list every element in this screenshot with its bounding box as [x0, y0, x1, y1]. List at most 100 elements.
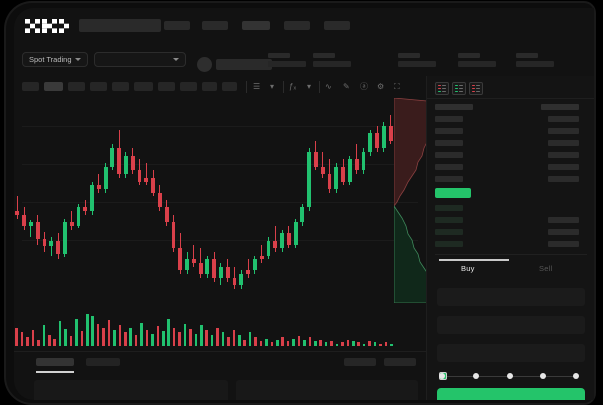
tab-open-orders[interactable] [36, 358, 74, 366]
volume-bar [303, 339, 306, 346]
volume-bar [341, 342, 344, 346]
orderbook-bid-row[interactable] [435, 217, 463, 223]
slider-stop-50[interactable] [507, 373, 513, 379]
candle-body [327, 174, 332, 189]
volume-bar [330, 341, 333, 346]
chart-type-icon[interactable]: ☰ [253, 82, 261, 91]
stat-value [458, 61, 496, 67]
slider-stop-50[interactable] [439, 373, 445, 379]
nav-item-1[interactable] [164, 21, 190, 30]
timeframe-button-9[interactable] [202, 82, 217, 91]
timeframe-button-7[interactable] [158, 82, 175, 91]
volume-bar [53, 338, 57, 346]
candle-body [171, 222, 176, 249]
stat-value [516, 61, 554, 67]
orderbook-ask-row[interactable] [435, 176, 463, 182]
candle-body [307, 151, 312, 208]
volume-bar [292, 338, 295, 346]
indicator-chevron-down-icon[interactable]: ▾ [307, 82, 312, 91]
volume-bar [324, 342, 328, 346]
volume-bar [178, 332, 181, 346]
nav-item-5[interactable] [324, 21, 350, 30]
timeframe-button-3[interactable] [68, 82, 85, 91]
orderbook-mode-bids-icon[interactable] [452, 82, 466, 95]
candle-body [144, 177, 149, 182]
line-tool-icon[interactable]: ∿ [325, 82, 332, 91]
volume-bar [243, 339, 247, 346]
stat-label [268, 53, 290, 58]
nav-item-3[interactable] [242, 21, 270, 30]
candle-body [286, 233, 291, 245]
market-type-select[interactable]: Spot Trading [22, 52, 88, 67]
volume-bar [254, 337, 257, 346]
candle-body [137, 170, 142, 182]
orderbook-ask-row[interactable] [435, 152, 463, 158]
timeframe-button-6[interactable] [134, 82, 153, 91]
orderbook-bid-row[interactable] [435, 241, 463, 247]
timeframe-button-1[interactable] [22, 82, 39, 91]
volume-bar [227, 337, 230, 346]
order-total-field[interactable] [437, 344, 585, 362]
candle-body [205, 259, 210, 275]
trading-pair-select[interactable] [94, 52, 186, 67]
timeframe-button-4[interactable] [90, 82, 107, 91]
price-chart[interactable] [14, 98, 444, 351]
volume-bar [167, 318, 171, 346]
orderbook-mode-both-icon[interactable] [435, 82, 449, 95]
timeframe-button-5[interactable] [112, 82, 129, 91]
volume-bar [113, 330, 116, 346]
slider-stop-100[interactable] [573, 373, 579, 379]
order-price-field[interactable] [437, 288, 585, 306]
fullscreen-icon[interactable]: ⛶ [394, 82, 400, 91]
nav-item-4[interactable] [284, 21, 310, 30]
okx-logo-icon[interactable] [25, 19, 69, 33]
orderbook-bid-row[interactable] [435, 205, 463, 211]
candle-body [130, 155, 135, 171]
orderbook-ask-row[interactable] [435, 116, 463, 122]
timeframe-button-2[interactable] [44, 82, 63, 91]
candle-body [42, 238, 47, 247]
nav-item-2[interactable] [202, 21, 228, 30]
candle-wick [274, 225, 276, 252]
slider-stop-25[interactable] [473, 373, 479, 379]
order-amount-field[interactable] [437, 316, 585, 334]
volume-bar [216, 327, 219, 346]
volume-bar [31, 330, 35, 346]
candle-wick [98, 174, 100, 193]
volume-bar [107, 320, 111, 346]
volume-bar [373, 342, 377, 346]
tab-sell[interactable]: Sell [539, 264, 553, 273]
orderbook-mode-asks-icon[interactable] [469, 82, 483, 95]
indicator-icon[interactable]: ƒₓ [289, 82, 297, 91]
active-tab-underline [36, 371, 74, 373]
settings-gear-icon[interactable]: ⚙ [377, 82, 385, 91]
amount-percent-slider[interactable] [439, 372, 579, 380]
volume-bar [194, 333, 198, 346]
candlestick-series [14, 98, 394, 303]
volume-bar [205, 330, 209, 346]
timeframe-button-8[interactable] [180, 82, 197, 91]
volume-series [14, 306, 394, 346]
slider-stop-75[interactable] [540, 373, 546, 379]
pencil-draw-icon[interactable]: ✎ [343, 82, 350, 91]
candle-body [76, 207, 81, 226]
candle-body [90, 185, 94, 212]
magnet-icon[interactable]: ⓐ [360, 82, 368, 91]
orderbook-ask-amount [548, 128, 579, 134]
orderbook-ask-row[interactable] [435, 164, 463, 170]
orderbook-ask-row[interactable] [435, 128, 463, 134]
orderbook-col-header-amount [541, 104, 579, 110]
candle-body [157, 192, 162, 208]
orderbook-ask-row[interactable] [435, 140, 463, 146]
orderbook-bid-row[interactable] [435, 229, 463, 235]
chart-type-chevron-down-icon[interactable]: ▾ [270, 82, 275, 91]
tab-buy[interactable]: Buy [461, 264, 475, 273]
candle-wick [71, 211, 73, 230]
search-input[interactable] [79, 19, 161, 32]
tab-order-history[interactable] [86, 358, 120, 366]
candle-wick [234, 266, 236, 289]
bottom-action-2[interactable] [384, 358, 416, 366]
timeframe-button-10[interactable] [222, 82, 237, 91]
place-order-button[interactable] [437, 388, 585, 400]
bottom-action-1[interactable] [344, 358, 376, 366]
